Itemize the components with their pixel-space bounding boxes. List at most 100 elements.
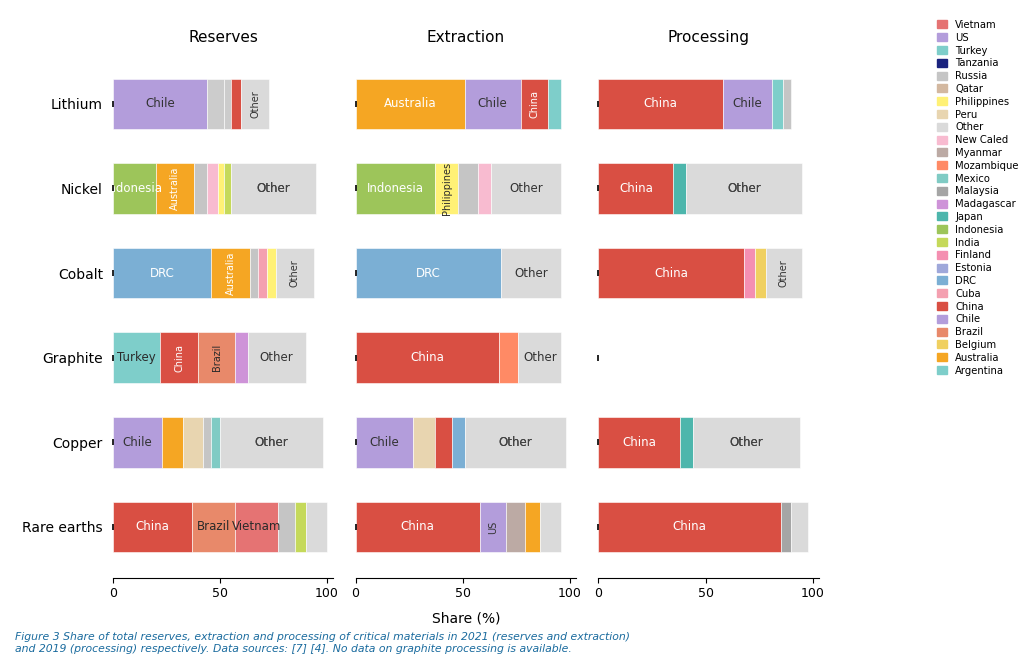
Text: China: China <box>618 182 653 195</box>
Bar <box>766 248 802 299</box>
Text: Other: Other <box>254 436 288 449</box>
Text: Other: Other <box>257 182 290 195</box>
Bar <box>113 163 156 214</box>
Text: Other: Other <box>250 90 260 118</box>
Bar <box>680 417 692 467</box>
Bar <box>220 417 323 467</box>
Text: Philippines: Philippines <box>441 162 452 215</box>
Bar <box>465 417 565 467</box>
Bar <box>692 417 800 467</box>
Text: China: China <box>654 267 688 280</box>
Text: Indonesia: Indonesia <box>367 182 424 195</box>
Bar <box>525 501 540 552</box>
Text: China: China <box>623 436 656 449</box>
Bar <box>435 163 459 214</box>
Bar <box>224 78 230 129</box>
Bar <box>162 417 183 467</box>
Text: Other: Other <box>729 436 763 449</box>
Bar <box>502 248 561 299</box>
Text: China: China <box>400 521 434 533</box>
Bar <box>506 501 525 552</box>
Text: Chile: Chile <box>732 98 762 110</box>
Bar <box>113 248 211 299</box>
Bar <box>355 332 499 383</box>
Text: Australia: Australia <box>170 167 180 210</box>
Text: Chile: Chile <box>123 436 153 449</box>
Title: Processing: Processing <box>668 30 750 45</box>
Title: Extraction: Extraction <box>427 30 505 45</box>
Bar <box>598 163 674 214</box>
Legend: Vietnam, US, Turkey, Tanzania, Russia, Qatar, Philippines, Peru, Other, New Cale: Vietnam, US, Turkey, Tanzania, Russia, Q… <box>937 20 1019 376</box>
Text: US: US <box>487 521 498 534</box>
Bar <box>278 501 295 552</box>
Bar <box>744 248 755 299</box>
Bar <box>234 332 248 383</box>
Bar <box>780 501 792 552</box>
Text: Other: Other <box>499 436 532 449</box>
Bar <box>414 417 435 467</box>
Bar <box>183 417 203 467</box>
Text: Chile: Chile <box>370 436 399 449</box>
Text: Other: Other <box>727 182 761 195</box>
Bar <box>772 78 782 129</box>
Bar <box>549 78 561 129</box>
Bar <box>452 417 465 467</box>
Bar <box>207 78 224 129</box>
Text: DRC: DRC <box>150 267 174 280</box>
Bar <box>218 163 224 214</box>
Text: Australia: Australia <box>384 98 436 110</box>
Text: Other: Other <box>729 436 763 449</box>
Text: Chile: Chile <box>145 98 175 110</box>
Bar <box>499 332 518 383</box>
Bar <box>250 248 258 299</box>
Text: Vietnam: Vietnam <box>231 521 281 533</box>
Bar <box>465 78 520 129</box>
Bar <box>459 163 478 214</box>
Bar <box>211 417 220 467</box>
Text: Other: Other <box>509 182 543 195</box>
Bar <box>478 163 490 214</box>
X-axis label: Share (%): Share (%) <box>432 612 500 625</box>
Bar <box>195 163 207 214</box>
Bar <box>230 78 242 129</box>
Bar <box>480 501 506 552</box>
Bar <box>295 501 305 552</box>
Bar <box>782 78 792 129</box>
Bar <box>686 163 802 214</box>
Bar <box>160 332 199 383</box>
Bar <box>113 501 191 552</box>
Bar <box>305 501 327 552</box>
Bar <box>355 248 502 299</box>
Bar <box>224 163 230 214</box>
Bar <box>598 78 723 129</box>
Bar <box>113 332 160 383</box>
Bar <box>275 248 314 299</box>
Text: Turkey: Turkey <box>117 351 156 364</box>
Text: Indonesia: Indonesia <box>105 182 163 195</box>
Bar <box>199 332 234 383</box>
Text: Other: Other <box>499 436 532 449</box>
Bar <box>234 501 278 552</box>
Bar <box>258 248 267 299</box>
Text: Figure 3 Share of total reserves, extraction and processing of critical material: Figure 3 Share of total reserves, extrac… <box>15 632 631 654</box>
Text: Other: Other <box>260 351 294 364</box>
Text: Other: Other <box>727 182 761 195</box>
Text: China: China <box>135 521 169 533</box>
Bar <box>598 501 780 552</box>
Bar <box>355 78 465 129</box>
Text: China: China <box>411 351 444 364</box>
Bar <box>540 501 561 552</box>
Bar <box>242 78 269 129</box>
Text: Other: Other <box>257 182 290 195</box>
Bar <box>792 501 809 552</box>
Bar <box>203 417 211 467</box>
Bar <box>674 163 686 214</box>
Bar <box>113 417 162 467</box>
Text: Brazil: Brazil <box>212 344 221 371</box>
Text: China: China <box>673 521 707 533</box>
Text: Other: Other <box>523 351 557 364</box>
Text: Other: Other <box>779 259 788 287</box>
Text: China: China <box>644 98 678 110</box>
Text: Brazil: Brazil <box>197 521 230 533</box>
Bar <box>355 163 435 214</box>
